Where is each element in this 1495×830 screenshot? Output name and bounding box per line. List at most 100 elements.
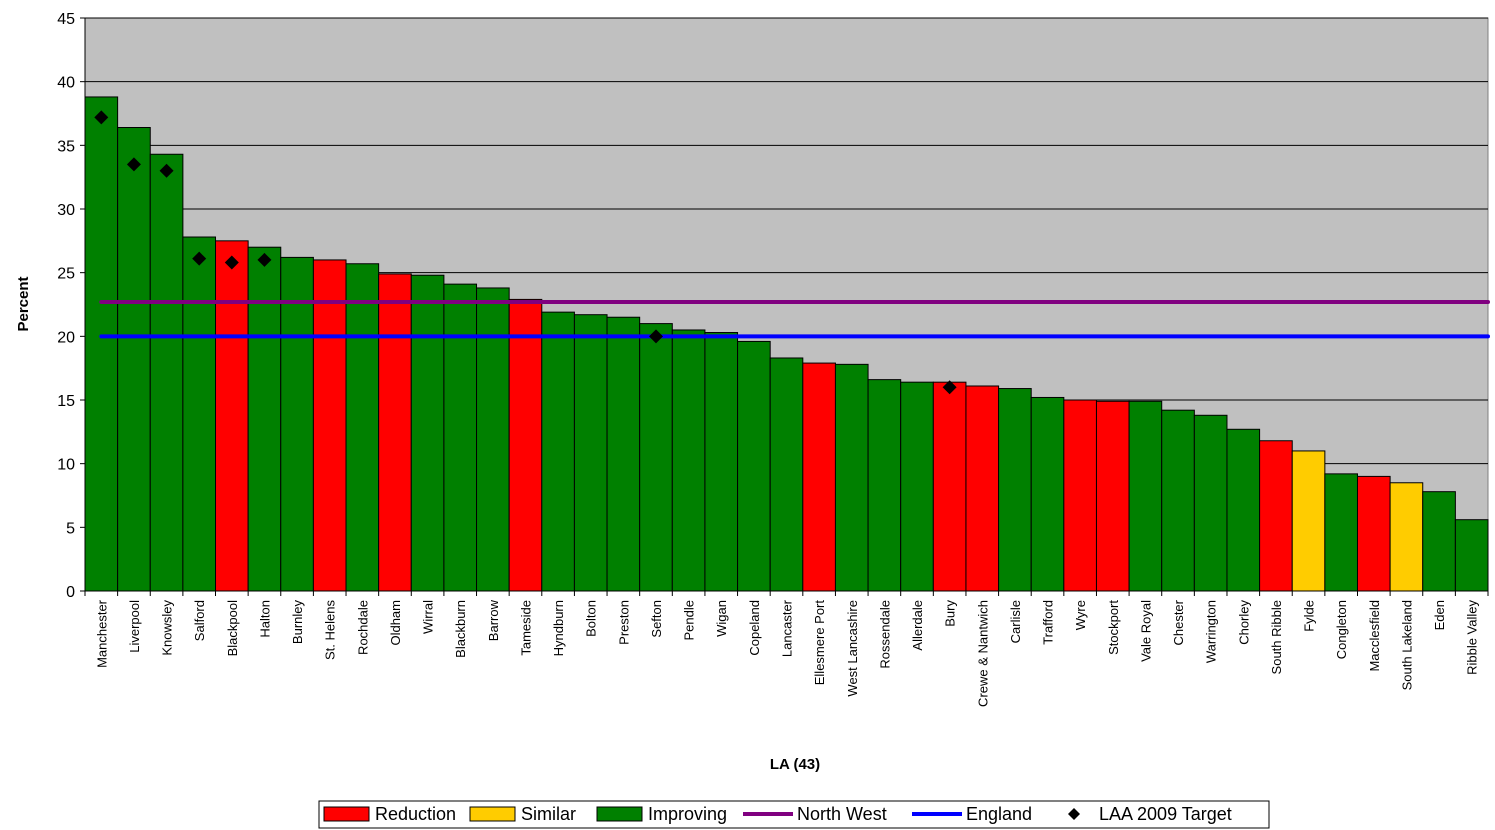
target-marker xyxy=(257,252,272,267)
bar xyxy=(834,363,869,592)
x-tick-label: South Ribble xyxy=(1269,600,1284,674)
x-tick-label: Oldham xyxy=(388,600,403,646)
y-tick-label: 30 xyxy=(57,202,75,219)
bar xyxy=(1193,414,1228,592)
x-tick-label: Bolton xyxy=(584,600,599,637)
x-tick-label: Halton xyxy=(257,600,272,638)
target-marker xyxy=(648,329,663,344)
x-tick-label: Blackpool xyxy=(225,600,240,656)
x-tick-label: Fylde xyxy=(1302,600,1317,632)
x-tick-label: Chorley xyxy=(1236,600,1251,645)
y-tick-label: 10 xyxy=(57,457,75,474)
y-tick-label: 40 xyxy=(57,75,75,92)
target-markers xyxy=(94,110,957,395)
x-tick-label: Hyndburn xyxy=(551,600,566,656)
x-tick-label: Rochdale xyxy=(355,600,370,655)
x-tick-label: Ellesmere Port xyxy=(812,600,827,686)
bar xyxy=(1095,400,1130,592)
target-marker xyxy=(126,157,141,172)
x-tick-label: Macclesfield xyxy=(1367,600,1382,672)
legend-label: Reduction xyxy=(375,804,456,824)
x-tick-label: Wyre xyxy=(1073,600,1088,630)
bar xyxy=(900,381,934,592)
legend-swatch xyxy=(596,806,643,822)
bar xyxy=(508,298,543,592)
bar xyxy=(1226,428,1261,592)
x-tick-label: Chester xyxy=(1171,599,1186,645)
x-tick-label: Bury xyxy=(943,600,958,627)
x-tick-label: Eden xyxy=(1432,600,1447,630)
bar xyxy=(867,379,902,592)
bar xyxy=(1422,491,1456,592)
bar xyxy=(378,273,412,592)
bar xyxy=(1030,396,1065,592)
bar xyxy=(215,240,249,592)
bar xyxy=(410,274,445,592)
y-tick-label: 15 xyxy=(57,393,75,410)
x-tick-label: Vale Royal xyxy=(1138,600,1153,662)
bar xyxy=(704,332,739,592)
legend-diamond xyxy=(1068,808,1080,820)
bar xyxy=(1128,400,1163,592)
legend-swatch xyxy=(469,806,516,822)
x-tick-label: Carlisle xyxy=(1008,600,1023,643)
x-tick-label: Sefton xyxy=(649,600,664,638)
x-tick-label: Ribble Valley xyxy=(1465,600,1480,675)
bar xyxy=(1063,399,1097,592)
x-tick-label: Salford xyxy=(192,600,207,641)
legend-label: LAA 2009 Target xyxy=(1099,804,1232,824)
y-tick-label: 0 xyxy=(66,584,75,601)
y-tick-label: 20 xyxy=(57,329,75,346)
x-tick-label: Copeland xyxy=(747,600,762,656)
x-tick-label: Manchester xyxy=(94,599,109,668)
x-axis-label: LA (43) xyxy=(770,756,820,773)
bar xyxy=(573,314,608,592)
x-tick-label: St. Helens xyxy=(323,600,338,660)
bar xyxy=(312,259,347,592)
y-tick-label: 5 xyxy=(66,520,75,537)
x-tick-label: Stockport xyxy=(1106,600,1121,655)
x-tick-label: Burnley xyxy=(290,600,305,645)
bar xyxy=(965,385,1000,592)
x-tick-label: Wigan xyxy=(714,600,729,637)
x-tick-label: Trafford xyxy=(1041,600,1056,645)
bar xyxy=(345,263,380,592)
bar xyxy=(182,236,217,592)
x-tick-label: Blackburn xyxy=(453,600,468,658)
x-tick-label: Crewe & Nantwich xyxy=(975,600,990,707)
target-marker xyxy=(94,110,109,125)
bar xyxy=(149,153,184,592)
bar xyxy=(802,362,836,592)
x-tick-label: Wirral xyxy=(421,600,436,634)
bar xyxy=(443,283,478,592)
x-tick-label: Barrow xyxy=(486,599,501,641)
bar xyxy=(1389,482,1424,592)
bar xyxy=(1259,440,1293,592)
x-tick-label: Allerdale xyxy=(910,600,925,651)
y-axis: 0 5 10 15 20 25 30 35 40 45 xyxy=(57,11,86,601)
x-tick-label: Knowsley xyxy=(160,600,175,656)
x-tick-label: Lancaster xyxy=(780,599,795,657)
target-marker xyxy=(159,163,174,178)
target-marker xyxy=(224,255,239,270)
bar xyxy=(639,323,673,592)
bar xyxy=(1454,519,1489,592)
bar xyxy=(1324,473,1358,592)
bar xyxy=(1161,409,1195,592)
bar xyxy=(671,329,706,592)
bar xyxy=(932,381,967,592)
legend-label: North West xyxy=(797,804,887,824)
bar xyxy=(1291,450,1326,592)
bar xyxy=(476,287,510,592)
x-tick-label: Tameside xyxy=(518,600,533,656)
y-tick-label: 45 xyxy=(57,11,75,28)
bar xyxy=(280,256,314,592)
bar xyxy=(998,388,1032,592)
x-tick-label: Preston xyxy=(616,600,631,645)
bar xyxy=(84,96,119,592)
x-tick-label: Warrington xyxy=(1204,600,1219,663)
legend-swatch xyxy=(323,806,370,822)
x-tick-label: Liverpool xyxy=(127,600,142,653)
x-tick-label: Rossendale xyxy=(877,600,892,669)
